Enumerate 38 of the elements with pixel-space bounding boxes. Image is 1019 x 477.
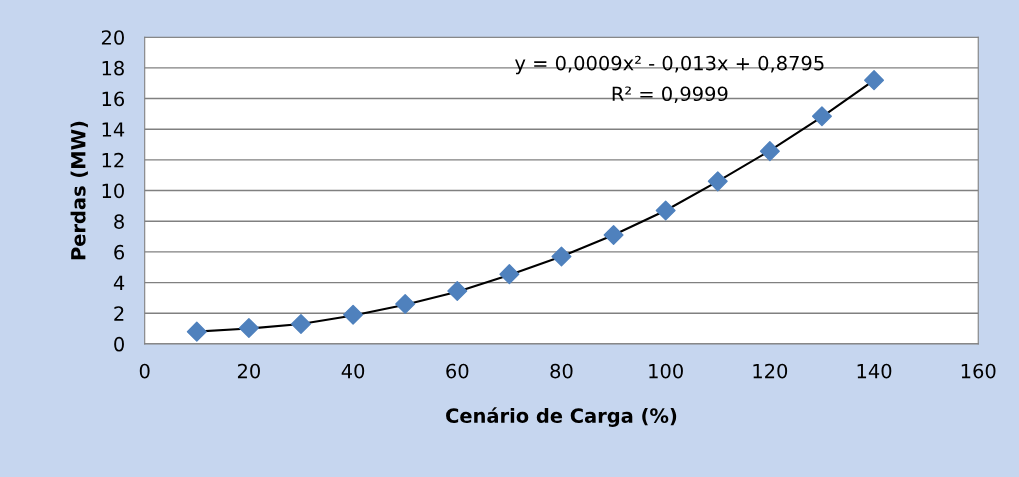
point (186, 321, 207, 342)
y-tick-label: 14 (102, 122, 125, 137)
y-axis-title: Perdas (MW) (70, 121, 88, 260)
point (447, 280, 468, 302)
point (499, 264, 520, 285)
y-tick-label: 16 (102, 91, 125, 107)
y-tick-label: 20 (101, 30, 124, 45)
point (655, 200, 676, 221)
y-tick-label: 0 (114, 336, 124, 352)
point (238, 317, 259, 338)
y-tick-label: 2 (114, 306, 124, 321)
annotation: y = 0,0009x² - 0,013x + 0,8795 (515, 55, 824, 75)
point (707, 171, 728, 192)
annotation: R² = 0,9999 (612, 86, 728, 104)
y-tick-label: 12 (102, 152, 124, 168)
y-tick-label: 4 (113, 275, 125, 290)
x-tick-label: 60 (446, 363, 469, 379)
point (551, 246, 572, 267)
point (759, 141, 780, 162)
y-tick-label: 18 (102, 60, 124, 76)
y-tick-label: 6 (114, 244, 125, 260)
x-tick-label: 20 (237, 363, 260, 379)
x-tick-label: 140 (857, 363, 892, 379)
x-tick-label: 40 (341, 363, 365, 379)
point (811, 106, 832, 127)
x-tick-label: 160 (961, 363, 996, 379)
x-tick-label: 120 (753, 363, 788, 379)
x-tick-label: 100 (649, 363, 683, 379)
x-tick-label: 0 (139, 363, 150, 379)
point (343, 304, 364, 325)
point (864, 70, 885, 91)
point (603, 225, 624, 246)
x-tick-label: 80 (550, 363, 573, 379)
point (395, 294, 416, 315)
x-axis-title: Cenário de Carga (%) (446, 407, 677, 427)
y-tick-label: 8 (114, 214, 124, 229)
y-tick-label: 10 (102, 183, 124, 199)
point (290, 313, 311, 334)
